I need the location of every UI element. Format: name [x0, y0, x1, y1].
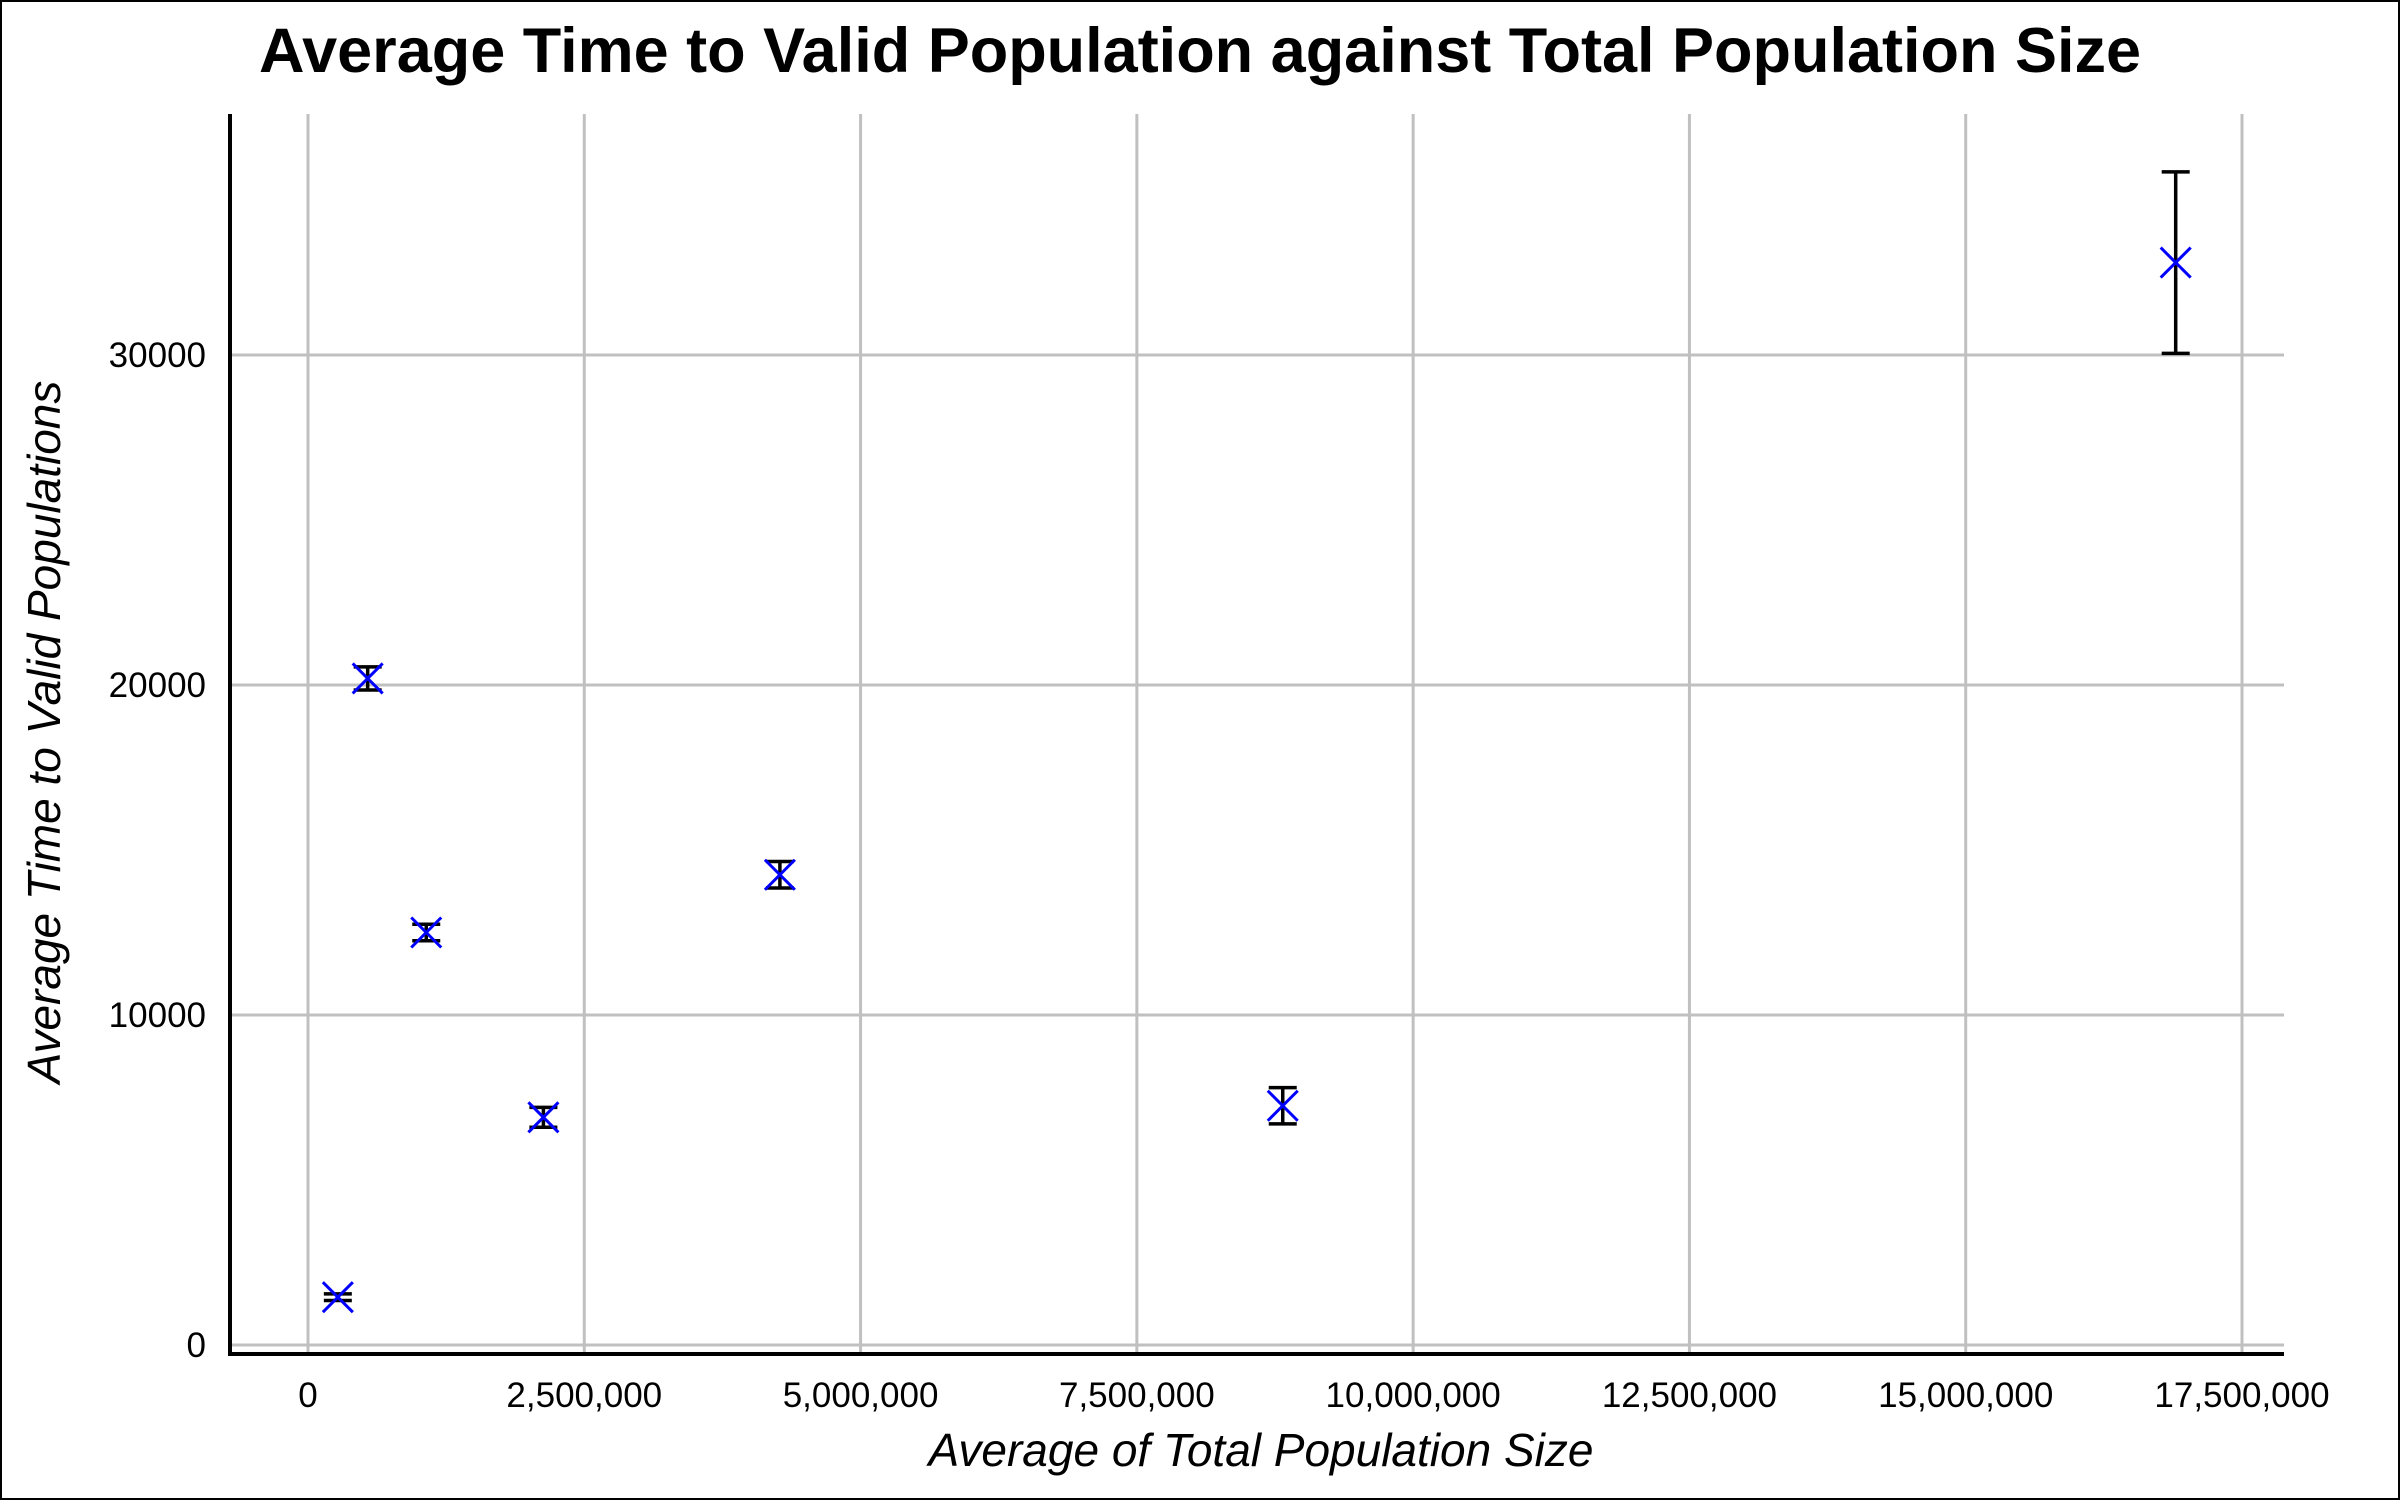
data-point-1	[351, 662, 384, 695]
x-axis-label: Average of Total Population Size	[926, 1424, 1594, 1476]
y-tick-label-2: 20000	[109, 666, 206, 705]
x-tick-label-6: 15,000,000	[1878, 1376, 2053, 1415]
data-points	[321, 170, 2192, 1314]
x-tick-label-0: 0	[298, 1376, 317, 1415]
marker-x-b-2	[410, 916, 443, 949]
axes	[228, 114, 2284, 1356]
x-tick-label-3: 7,500,000	[1059, 1376, 1215, 1415]
x-tick-label-1: 2,500,000	[506, 1376, 662, 1415]
data-point-2	[410, 916, 443, 949]
marker-x-b-1	[351, 662, 384, 695]
x-tick-label-2: 5,000,000	[783, 1376, 939, 1415]
grid-lines	[230, 114, 2284, 1354]
marker-x-b-5	[1266, 1089, 1299, 1122]
data-point-5	[1266, 1085, 1299, 1126]
marker-x-b-6	[2159, 246, 2192, 279]
x-tick-label-4: 10,000,000	[1326, 1376, 1501, 1415]
data-point-0	[321, 1281, 354, 1314]
data-point-4	[763, 858, 796, 891]
chart-title: Average Time to Valid Population against…	[259, 16, 2141, 86]
marker-x-b-0	[321, 1281, 354, 1314]
y-tick-labels: 0 10000 20000 30000	[109, 336, 206, 1365]
y-tick-label-3: 30000	[109, 336, 206, 375]
x-tick-labels: 0 2,500,000 5,000,000 7,500,000 10,000,000 12…	[298, 1376, 2329, 1415]
x-tick-label-5: 12,500,000	[1602, 1376, 1777, 1415]
marker-x-b-3	[527, 1101, 560, 1134]
y-axis-label: Average Time to Valid Populations	[18, 381, 70, 1087]
y-tick-label-1: 10000	[109, 996, 206, 1035]
x-tick-label-7: 17,500,000	[2154, 1376, 2329, 1415]
data-point-6	[2159, 170, 2192, 356]
data-point-3	[527, 1101, 560, 1134]
y-tick-label-0: 0	[187, 1326, 206, 1365]
marker-x-b-4	[763, 858, 796, 891]
